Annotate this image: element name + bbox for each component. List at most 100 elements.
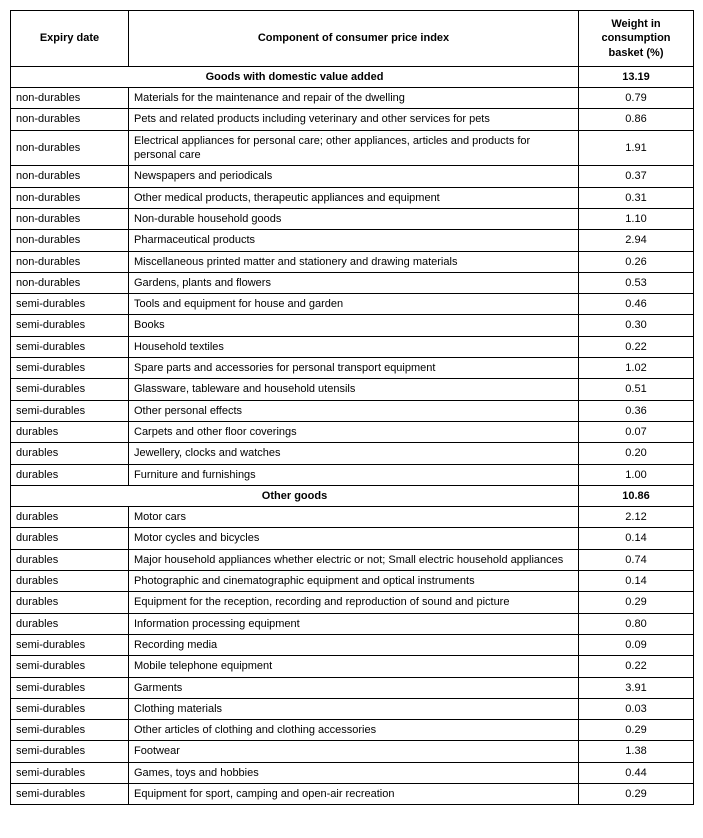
weight-cell: 1.38 [579,741,694,762]
table-row: durablesMajor household appliances wheth… [11,549,694,570]
component-cell: Jewellery, clocks and watches [129,443,579,464]
component-cell: Furniture and furnishings [129,464,579,485]
table-row: semi-durablesOther personal effects0.36 [11,400,694,421]
component-cell: Other articles of clothing and clothing … [129,720,579,741]
weight-cell: 0.44 [579,762,694,783]
table-row: durablesFurniture and furnishings1.00 [11,464,694,485]
weight-cell: 0.74 [579,549,694,570]
weight-cell: 0.03 [579,698,694,719]
section-header-row: Other goods10.86 [11,485,694,506]
table-row: semi-durablesRecording media0.09 [11,634,694,655]
weight-cell: 0.29 [579,592,694,613]
component-cell: Non-durable household goods [129,208,579,229]
expiry-cell: non-durables [11,208,129,229]
expiry-cell: semi-durables [11,294,129,315]
weight-cell: 1.00 [579,464,694,485]
expiry-cell: non-durables [11,166,129,187]
weight-cell: 0.30 [579,315,694,336]
weight-cell: 0.53 [579,272,694,293]
weight-cell: 0.86 [579,109,694,130]
component-cell: Equipment for the reception, recording a… [129,592,579,613]
weight-cell: 0.37 [579,166,694,187]
component-cell: Spare parts and accessories for personal… [129,358,579,379]
weight-cell: 0.07 [579,421,694,442]
expiry-cell: non-durables [11,272,129,293]
weight-cell: 0.14 [579,528,694,549]
weight-cell: 2.94 [579,230,694,251]
table-row: durablesMotor cycles and bicycles0.14 [11,528,694,549]
component-cell: Clothing materials [129,698,579,719]
table-header-row: Expiry date Component of consumer price … [11,11,694,67]
component-cell: Glassware, tableware and household utens… [129,379,579,400]
component-cell: Electrical appliances for personal care;… [129,130,579,166]
table-row: non-durablesPets and related products in… [11,109,694,130]
table-row: durablesMotor cars2.12 [11,507,694,528]
weight-cell: 1.10 [579,208,694,229]
table-row: non-durablesNon-durable household goods1… [11,208,694,229]
component-cell: Photographic and cinematographic equipme… [129,571,579,592]
expiry-cell: semi-durables [11,677,129,698]
component-cell: Gardens, plants and flowers [129,272,579,293]
header-weight: Weight in consumption basket (%) [579,11,694,67]
weight-cell: 0.29 [579,720,694,741]
table-row: semi-durablesHousehold textiles0.22 [11,336,694,357]
expiry-cell: semi-durables [11,379,129,400]
component-cell: Miscellaneous printed matter and station… [129,251,579,272]
weight-cell: 0.31 [579,187,694,208]
table-row: non-durablesOther medical products, ther… [11,187,694,208]
expiry-cell: non-durables [11,251,129,272]
weight-cell: 0.79 [579,88,694,109]
table-row: semi-durablesBooks0.30 [11,315,694,336]
expiry-cell: non-durables [11,109,129,130]
expiry-cell: non-durables [11,230,129,251]
table-row: non-durablesPharmaceutical products2.94 [11,230,694,251]
weight-cell: 0.20 [579,443,694,464]
section-weight: 10.86 [579,485,694,506]
expiry-cell: semi-durables [11,315,129,336]
table-row: semi-durablesFootwear1.38 [11,741,694,762]
component-cell: Motor cars [129,507,579,528]
cpi-components-table: Expiry date Component of consumer price … [10,10,694,805]
table-row: semi-durablesGlassware, tableware and ho… [11,379,694,400]
expiry-cell: durables [11,549,129,570]
table-row: semi-durablesOther articles of clothing … [11,720,694,741]
table-row: durablesCarpets and other floor covering… [11,421,694,442]
component-cell: Major household appliances whether elect… [129,549,579,570]
expiry-cell: semi-durables [11,358,129,379]
expiry-cell: semi-durables [11,656,129,677]
expiry-cell: semi-durables [11,783,129,804]
section-header-row: Goods with domestic value added13.19 [11,66,694,87]
expiry-cell: durables [11,507,129,528]
component-cell: Footwear [129,741,579,762]
table-row: non-durablesElectrical appliances for pe… [11,130,694,166]
weight-cell: 0.26 [579,251,694,272]
table-row: non-durablesNewspapers and periodicals0.… [11,166,694,187]
table-row: durablesInformation processing equipment… [11,613,694,634]
expiry-cell: semi-durables [11,400,129,421]
expiry-cell: non-durables [11,88,129,109]
expiry-cell: semi-durables [11,634,129,655]
weight-cell: 0.80 [579,613,694,634]
expiry-cell: semi-durables [11,336,129,357]
table-row: semi-durablesGames, toys and hobbies0.44 [11,762,694,783]
table-row: non-durablesMaterials for the maintenanc… [11,88,694,109]
table-row: durablesEquipment for the reception, rec… [11,592,694,613]
expiry-cell: durables [11,592,129,613]
component-cell: Household textiles [129,336,579,357]
table-row: durablesPhotographic and cinematographic… [11,571,694,592]
table-row: semi-durablesMobile telephone equipment0… [11,656,694,677]
component-cell: Materials for the maintenance and repair… [129,88,579,109]
weight-cell: 0.51 [579,379,694,400]
header-expiry: Expiry date [11,11,129,67]
component-cell: Garments [129,677,579,698]
component-cell: Mobile telephone equipment [129,656,579,677]
expiry-cell: durables [11,443,129,464]
expiry-cell: semi-durables [11,741,129,762]
expiry-cell: durables [11,613,129,634]
weight-cell: 1.02 [579,358,694,379]
component-cell: Tools and equipment for house and garden [129,294,579,315]
component-cell: Information processing equipment [129,613,579,634]
weight-cell: 0.36 [579,400,694,421]
component-cell: Recording media [129,634,579,655]
table-row: semi-durablesSpare parts and accessories… [11,358,694,379]
